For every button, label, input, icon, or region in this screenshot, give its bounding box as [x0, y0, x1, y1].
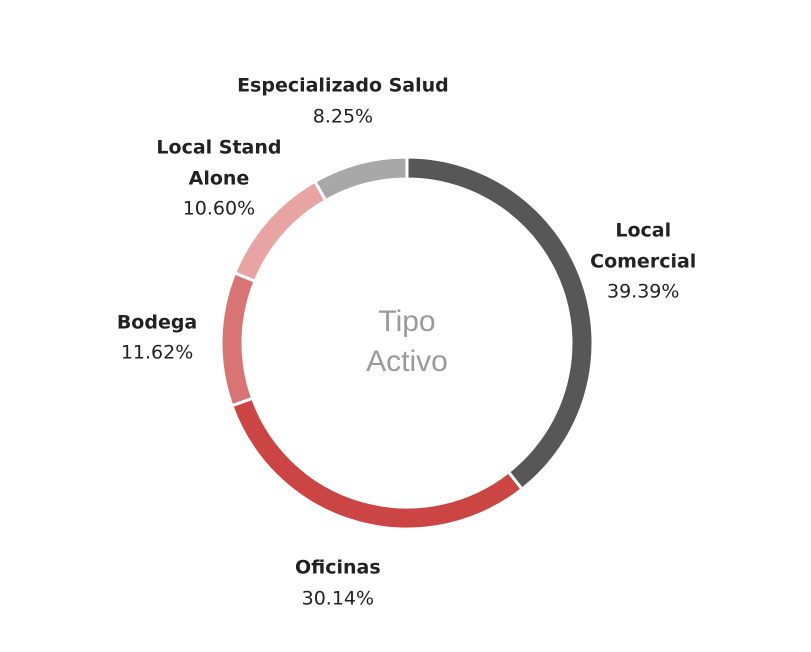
- segment-label: Local Comercial 39.39%: [578, 216, 708, 307]
- category-label: Local Stand Alone: [156, 136, 282, 190]
- value-label: 10.60%: [182, 197, 256, 220]
- center-label: Tipo: [378, 305, 435, 338]
- segment-label: Especializado Salud 8.25%: [213, 71, 473, 132]
- donut-segment: [312, 155, 409, 203]
- segment-label: Oficinas 30.14%: [208, 553, 468, 614]
- category-label: Local Comercial: [590, 219, 697, 273]
- value-label: 30.14%: [301, 587, 375, 610]
- segment-label: Bodega 11.62%: [27, 307, 287, 368]
- category-label: Oficinas: [295, 556, 381, 579]
- value-label: 39.39%: [607, 280, 680, 303]
- segment-label: Local Stand Alone 10.60%: [154, 133, 284, 224]
- category-label: Especializado Salud: [237, 74, 449, 97]
- donut-segment: [229, 396, 525, 531]
- center-label: Activo: [366, 345, 448, 378]
- value-label: 8.25%: [312, 105, 374, 128]
- value-label: 11.62%: [120, 341, 194, 364]
- category-label: Bodega: [116, 311, 198, 334]
